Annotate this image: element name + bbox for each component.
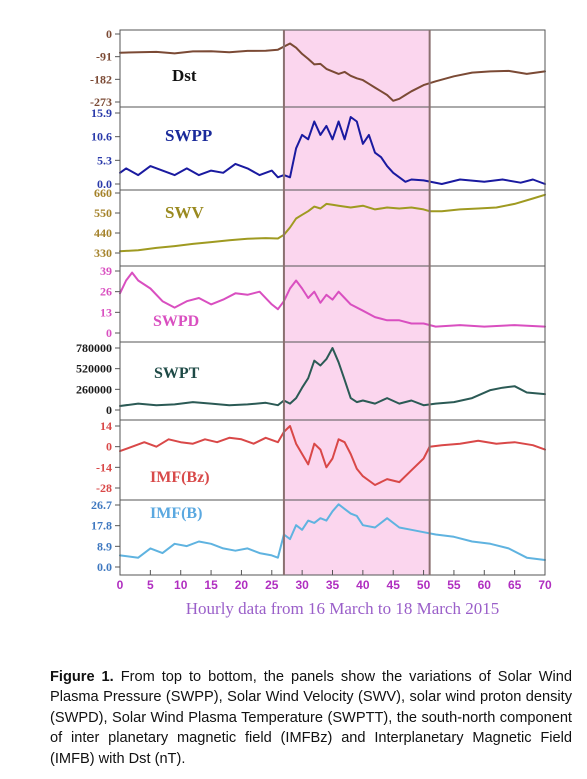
swpd-ytick-label: 26 (100, 285, 112, 299)
swpd-series-line (119, 271, 546, 328)
swpd-panel-label: SWPD (153, 313, 199, 330)
swpt-series-line (119, 347, 546, 407)
imf-b-panel-label: IMF(B) (150, 505, 202, 522)
swpp-ytick-label: 5.3 (97, 153, 112, 167)
imf-b-ytick-label: 8.9 (97, 539, 112, 553)
imf-bz-ytick-label: -14 (96, 460, 112, 474)
swpt-panel-label: SWPT (154, 365, 200, 382)
x-tick-label: 65 (508, 578, 522, 592)
x-tick-label: 30 (295, 578, 309, 592)
swpd-ytick-label: 13 (100, 305, 112, 319)
swv-ytick-label: 550 (94, 206, 112, 220)
imf-b-ytick-label: 0.0 (97, 560, 112, 574)
imf-bz-ytick-label: 14 (100, 419, 112, 433)
imf-bz-ytick-label: 0 (106, 440, 112, 454)
swpt-ytick-label: 520000 (76, 362, 112, 376)
dst-panel-label: Dst (172, 66, 197, 85)
swv-series-line (119, 193, 546, 253)
swv-ytick-label: 330 (94, 246, 112, 260)
caption-lead: Figure 1. (50, 668, 114, 685)
imf-bz-panel-label: IMF(Bz) (150, 469, 210, 486)
swpt-ytick-label: 780000 (76, 341, 112, 355)
dst-ytick-label: -91 (96, 50, 112, 64)
swpt-ytick-label: 0 (106, 403, 112, 417)
caption-text: From top to bottom, the panels show the … (50, 668, 573, 767)
multi-panel-line-chart: 0-91-182-273Dst15.910.65.30.0SWPP6605504… (76, 27, 552, 618)
swv-panel-label: SWV (165, 203, 204, 222)
imf-b-ytick-label: 26.7 (91, 498, 112, 512)
swpp-ytick-label: 0.0 (97, 177, 112, 191)
swpd-ytick-label: 39 (100, 264, 112, 278)
imf-b-ytick-label: 17.8 (91, 519, 112, 533)
x-tick-label: 0 (117, 578, 124, 592)
dst-series-line (119, 42, 546, 102)
dst-ytick-label: 0 (106, 27, 112, 41)
swpp-series-line (119, 116, 546, 185)
x-tick-label: 50 (417, 578, 431, 592)
swv-ytick-label: 440 (94, 226, 112, 240)
figure-panels: 0 -91 -182 -273 Dst 15.9 10.6 5.3 0.0 SWPP 660 550 4… (76, 27, 552, 618)
storm-highlight-band (283, 30, 430, 575)
swpp-ytick-label: 10.6 (91, 130, 112, 144)
dst-ytick-label: -182 (90, 72, 112, 86)
x-tick-label: 45 (387, 578, 401, 592)
x-tick-label: 5 (147, 578, 154, 592)
swpp-panel-label: SWPP (165, 126, 212, 145)
x-tick-label: 35 (326, 578, 340, 592)
x-axis-title: Hourly data from 16 March to 18 March 20… (186, 599, 499, 618)
x-tick-label: 15 (204, 578, 218, 592)
x-tick-label: 70 (538, 578, 552, 592)
swpp-ytick-label: 15.9 (91, 106, 112, 120)
x-tick-label: 25 (265, 578, 279, 592)
imf-bz-ytick-label: -28 (96, 481, 112, 495)
swpd-ytick-label: 0 (106, 326, 112, 340)
swv-ytick-label: 660 (94, 186, 112, 200)
x-tick-label: 10 (174, 578, 188, 592)
x-tick-label: 60 (478, 578, 492, 592)
x-tick-label: 20 (235, 578, 249, 592)
dst-ytick-label: -273 (90, 95, 112, 109)
x-tick-label: 55 (447, 578, 461, 592)
imf-bz-series-line (119, 425, 546, 486)
swpt-ytick-label: 260000 (76, 382, 112, 396)
x-tick-label: 40 (356, 578, 370, 592)
figure-caption: Figure 1. From top to bottom, the panels… (50, 667, 572, 770)
